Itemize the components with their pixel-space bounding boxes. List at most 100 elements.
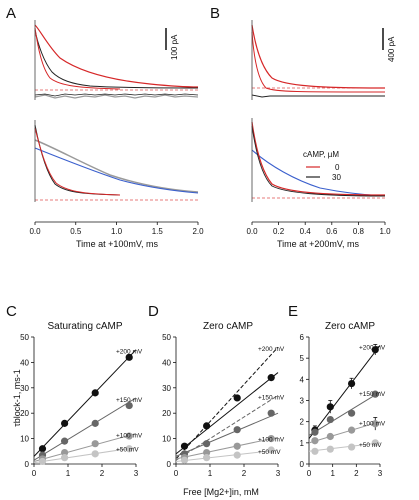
panel-e-point-3-3 [371,439,379,447]
panel-d-x-tick-label-3: 3 [276,469,281,478]
panel-d-point-3-1 [203,454,211,462]
panel-e-point-3-0 [311,447,319,455]
panel-e-point-3-2 [348,443,356,451]
panel-e-point-2-3 [371,420,379,428]
panel-c-point-3-0 [38,457,47,466]
panel-c-point-1-1 [61,437,69,445]
panel-a-traces [34,20,199,202]
legend-label-0: 0 [335,163,340,172]
panel-e-series-label-3: +50 mV [359,442,382,449]
panel-b-red-decay-upper [251,24,386,89]
panel-c-x-tick-label-1: 1 [66,469,71,478]
panel-b-x-tick-label-2: 0.4 [300,227,312,236]
panel-c-point-2-2 [91,440,99,448]
panel-e-fit-line-1 [308,391,381,436]
panel-d-x-tick-label-0: 0 [174,469,179,478]
panel-a-blue-fit [34,147,199,194]
panel-d-title: Zero cAMP [203,321,253,332]
panel-a-x-axis-label: Time at +100mV, ms [76,239,159,249]
legend-label-30: 30 [332,173,341,182]
panel-c-y-tick-label-4: 40 [20,358,29,367]
panel-c-point-0-2 [91,389,99,397]
panel-c-point-1-2 [91,419,99,427]
panel-c-fit-line-0 [33,349,137,457]
panel-a-grey-trace-lower [34,139,199,193]
panel-e-y-tick-label-0: 0 [300,460,305,469]
panel-d-point-1-2 [233,426,241,434]
panel-d-point-0-1 [203,422,211,430]
panel-d-y-tick-label-3: 30 [162,384,171,393]
panel-c-y-axis-label: τblock-1, ms-1 [12,369,22,427]
panel-c-point-3-2 [91,450,99,458]
panel-e-y-tick-label-1: 1 [300,439,305,448]
panel-c-x-tick-label-0: 0 [32,469,37,478]
panel-c-point-2-3 [125,432,133,440]
panel-e-fit-line-2 [308,421,381,444]
panel-c-y-tick-label-1: 10 [20,435,29,444]
panel-b-red-fit-lower [251,121,386,196]
panel-c-series-label-2: +100 mV [116,433,143,440]
panel-c-y-tick-label-3: 30 [20,384,29,393]
panel-e-x-tick-label-1: 1 [330,469,335,478]
panel-a-x-axis: 0.0 0.5 1.0 1.5 2.0 Time at +100mV, ms [29,221,204,249]
panel-e-x-tick-label-0: 0 [307,469,312,478]
panel-e-title: Zero cAMP [325,321,375,332]
panel-c-y-tick-label-0: 0 [25,460,30,469]
shared-x-axis-label: Free [Mg2+]in, mM [183,487,259,497]
panel-e-point-1-2 [348,409,356,417]
panel-b-black-trace-lower [251,125,386,197]
panel-e-series-label-2: +100 mV [359,421,386,428]
panel-e-point-1-1 [326,415,334,424]
panel-c-point-0-0 [38,445,47,453]
panel-d-point-2-1 [203,448,211,457]
panel-c-point-0-3 [125,353,133,361]
panel-a-x-tick-label-1: 0.5 [70,227,82,236]
panel-e-series-label-0: +200 mV [359,344,386,351]
panel-e-point-0-1 [326,403,334,411]
panel-c-x-tick-label-2: 2 [100,469,105,478]
panel-letter-a: A [6,5,16,22]
panel-a-red-decay-upper [34,24,199,88]
panel-letter-c: C [6,303,17,320]
panel-c-y-tick-label-5: 50 [20,333,29,342]
panel-d-point-2-2 [233,442,241,450]
panel-e-point-0-3 [371,346,379,354]
panel-d-point-3-0 [180,456,189,464]
panel-d-x-tick-label-1: 1 [208,469,213,478]
panel-a-black-noise-trace [34,93,199,97]
panel-e-point-1-3 [371,390,379,398]
panel-c-y-tick-label-2: 20 [20,409,29,418]
panel-d-point-3-2 [233,451,241,459]
panel-e-series-label-1: +150 mV [359,391,386,398]
panel-d-point-1-3 [267,409,275,417]
panel-a-scale-bar-label: 100 pA [170,34,179,60]
panel-d-series-label-2: +100 mV [258,436,285,443]
panel-a-red-decay-upper-fast [34,27,121,90]
panel-d-y-tick-label-0: 0 [167,460,172,469]
panel-e-point-2-1 [326,432,334,441]
panel-c-title: Saturating cAMP [47,321,122,332]
panel-e-x-tick-label-3: 3 [378,469,383,478]
panel-c-point-2-1 [61,448,69,457]
panel-b-x-axis-label: Time at +200mV, ms [277,239,360,249]
panel-letter-d: D [148,303,159,320]
panel-c-point-1-3 [125,401,133,410]
panel-d-x-tick-label-2: 2 [242,469,247,478]
panel-a-black-decay-upper [34,29,199,89]
panel-b-traces [251,20,386,202]
panel-c-series-label-3: +50 mV [116,446,139,453]
panel-a-x-tick-label-0: 0.0 [29,227,41,236]
panel-c-fit-line-1 [33,397,137,461]
panel-a-x-tick-label-3: 1.5 [152,227,164,236]
panel-b-red-decay-upper-fast [251,31,386,93]
legend: cAMP, µM 0 30 [303,150,341,182]
panel-d-point-0-3 [267,374,275,382]
panel-a-x-tick-label-2: 1.0 [111,227,123,236]
panel-c-series-label-1: +150 mV [116,397,143,404]
panel-b-x-axis: 0.0 0.2 0.4 0.6 0.8 1.0 Time at +200mV, ms [246,221,391,249]
panel-d-fit-line-2 [175,436,279,460]
panel-c-point-3-1 [61,454,69,462]
panel-e-point-2-0 [311,437,319,445]
